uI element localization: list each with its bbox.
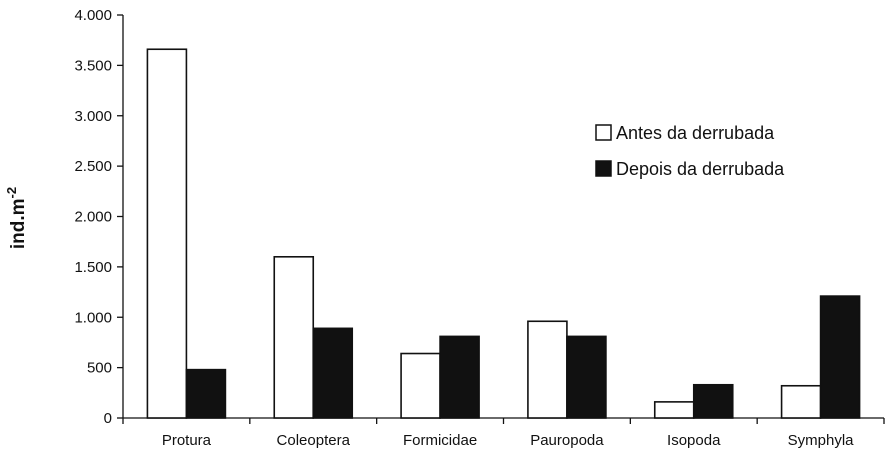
bar-antes bbox=[146, 48, 188, 419]
bar-depois bbox=[439, 335, 480, 419]
legend-swatch-antes bbox=[595, 124, 612, 141]
y-tick-label: 1.000 bbox=[74, 309, 112, 326]
bar-antes bbox=[780, 384, 822, 419]
y-axis-label-superscript: -2 bbox=[4, 187, 19, 199]
y-axis: 0 500 1.000 1.500 2.000 2.500 3.000 3.500 4.000 bbox=[74, 7, 124, 427]
x-category-label: Protura bbox=[162, 432, 212, 449]
bar-depois bbox=[566, 335, 607, 419]
x-category-label: Symphyla bbox=[788, 432, 855, 449]
legend-label-depois: Depois da derrubada bbox=[616, 159, 785, 179]
y-tick-label: 2.500 bbox=[74, 158, 112, 175]
bar-antes bbox=[273, 255, 315, 419]
bar-depois bbox=[692, 383, 734, 419]
legend-label-antes: Antes da derrubada bbox=[616, 123, 775, 143]
x-category-label: Formicidae bbox=[403, 432, 477, 449]
y-tick-label: 500 bbox=[87, 360, 112, 377]
bar-depois bbox=[819, 295, 861, 419]
y-tick-label: 3.500 bbox=[74, 57, 112, 74]
x-category-label: Pauropoda bbox=[530, 432, 604, 449]
legend: Antes da derrubada Depois da derrubada bbox=[595, 123, 785, 179]
y-tick-label: 4.000 bbox=[74, 7, 112, 24]
bar-antes bbox=[400, 352, 441, 419]
y-tick-label: 0 bbox=[104, 410, 112, 427]
y-tick-label: 1.500 bbox=[74, 259, 112, 276]
bar-depois bbox=[185, 368, 227, 419]
x-category-label: Isopoda bbox=[667, 432, 721, 449]
bar-depois bbox=[312, 327, 354, 419]
x-category-label: Coleoptera bbox=[277, 432, 351, 449]
legend-swatch-depois bbox=[595, 160, 612, 177]
x-axis: Protura Coleoptera Formicidae Pauropoda Isop… bbox=[122, 417, 885, 449]
bar-antes bbox=[653, 401, 695, 419]
y-tick-label: 3.000 bbox=[74, 108, 112, 125]
bars bbox=[146, 48, 861, 419]
y-axis-label: ind.m-2 bbox=[4, 187, 29, 249]
y-tick-label: 2.000 bbox=[74, 209, 112, 226]
bar-antes bbox=[527, 320, 568, 419]
